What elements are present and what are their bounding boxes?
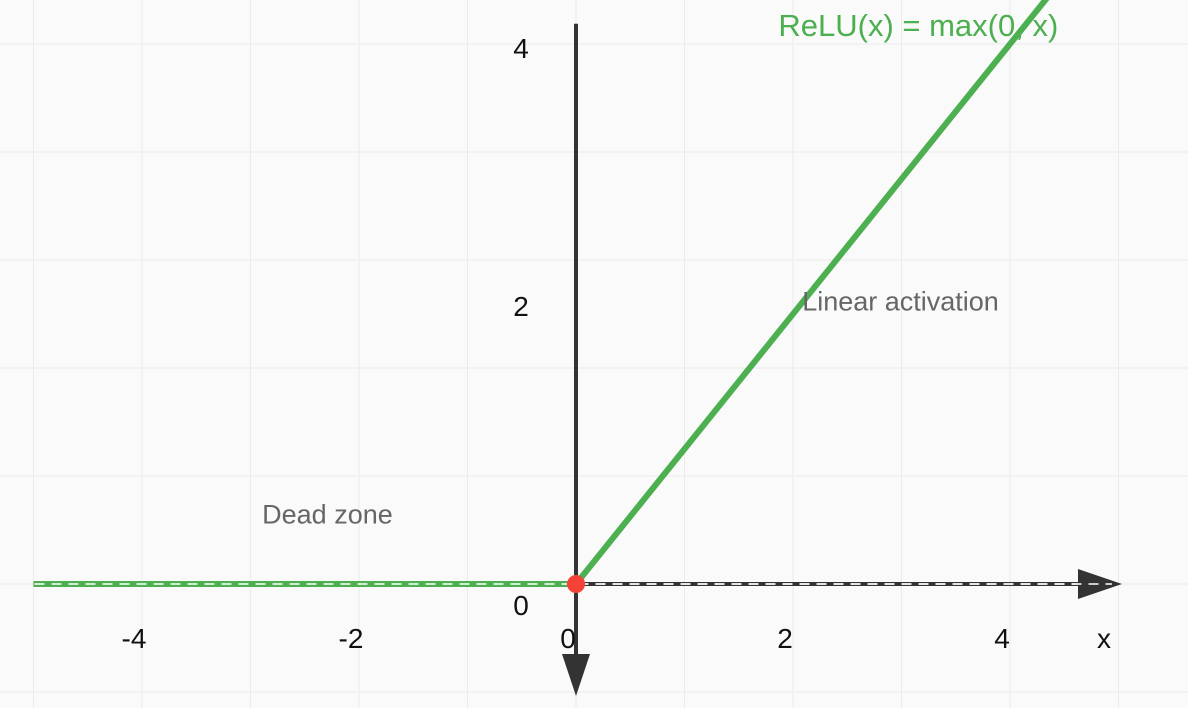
x-tick-label: 2: [777, 623, 793, 654]
formula-label: ReLU(x) = max(0, x): [778, 8, 1058, 43]
y-tick-label: 0: [513, 590, 529, 621]
x-tick-label: 4: [994, 623, 1010, 654]
y-axis-arrowhead: [562, 654, 590, 696]
linear-activation-label: Linear activation: [802, 287, 999, 317]
x-tick-label: 0: [560, 623, 576, 654]
series-layer: [33, 0, 1112, 593]
y-tick-label: 4: [513, 33, 529, 64]
x-axis-arrowhead: [1078, 569, 1122, 599]
axes: [34, 23, 1122, 696]
x-tick-label: -4: [122, 623, 147, 654]
tick-labels: -4 -2 0 2 4 0 2 4: [122, 33, 1010, 654]
origin-marker: [567, 575, 585, 593]
x-axis-label: x: [1097, 623, 1111, 654]
dead-zone-label: Dead zone: [262, 500, 393, 530]
x-tick-label: -2: [339, 623, 364, 654]
y-tick-label: 2: [513, 291, 529, 322]
